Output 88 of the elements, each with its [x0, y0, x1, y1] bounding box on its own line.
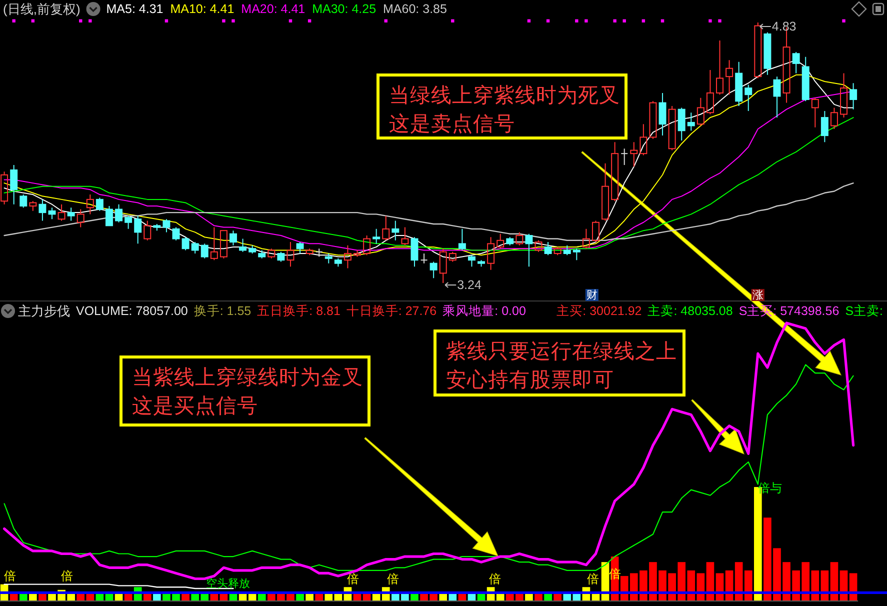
annotation: 倍	[61, 569, 73, 583]
annotation: 倍	[489, 572, 501, 586]
candlestick	[430, 261, 438, 279]
candlestick	[696, 97, 704, 126]
candlestick	[668, 106, 676, 151]
candlestick	[392, 220, 400, 241]
candlestick	[382, 215, 390, 241]
candlestick	[115, 204, 123, 223]
candlestick	[401, 226, 409, 246]
text: 换手: 1.55	[194, 304, 252, 318]
candlestick	[572, 248, 580, 261]
candlestick	[726, 60, 734, 96]
candlestick	[286, 242, 294, 268]
chart-title: 主力步伐	[18, 304, 70, 318]
annotation: 当紫线上穿绿线时为金叉这是买点信号	[132, 366, 363, 418]
annotation: 4.83	[772, 20, 796, 34]
text: MA10: 4.41	[170, 2, 234, 16]
candlestick	[716, 40, 724, 96]
candlestick	[410, 236, 418, 268]
candlestick	[649, 100, 657, 140]
chart-title: (日线,前复权)	[3, 2, 80, 16]
text: 十日换手: 27.76	[346, 304, 437, 318]
candlestick	[630, 142, 638, 168]
candlestick	[811, 97, 819, 128]
candlestick	[48, 207, 56, 220]
candlestick	[105, 205, 113, 226]
annotation: 倍与	[758, 481, 782, 495]
candlestick	[620, 148, 628, 166]
candlestick	[582, 228, 590, 250]
candlestick	[86, 194, 94, 215]
candlestick	[830, 107, 838, 130]
text: 主买: 30021.92	[556, 303, 642, 318]
candlestick	[38, 198, 46, 222]
text: MA60: 3.85	[383, 2, 448, 16]
candlestick	[792, 51, 800, 74]
text: 主卖: 48035.08	[648, 303, 733, 318]
candlestick	[324, 253, 332, 264]
candlestick	[611, 142, 619, 202]
candlestick	[850, 82, 858, 110]
candlestick	[76, 208, 84, 228]
candlestick	[525, 233, 533, 268]
candlestick	[344, 244, 352, 269]
annotation: 当绿线上穿紫线时为死叉这是卖点信号	[389, 84, 620, 136]
annotation: 倍	[387, 572, 399, 586]
candlestick	[678, 107, 686, 141]
candlestick	[506, 236, 514, 246]
annotation: 紫线只要运行在绿线之上安心持有股票即可	[446, 340, 677, 392]
candlestick	[239, 238, 247, 252]
candlestick	[420, 253, 428, 264]
candlestick	[439, 248, 447, 284]
candlestick	[820, 110, 828, 143]
annotation: 3.24	[457, 278, 482, 292]
candlestick	[706, 70, 714, 115]
candlestick	[354, 250, 361, 258]
candlestick	[640, 124, 648, 156]
bar	[744, 570, 752, 601]
candlestick	[230, 230, 237, 246]
candlestick	[468, 254, 476, 268]
text: MA5: 4.31	[106, 2, 164, 16]
annotation: 倍	[587, 572, 599, 586]
candlestick	[458, 228, 466, 251]
candlestick	[516, 232, 524, 246]
candlestick	[315, 248, 323, 258]
text: VOLUME: 78057.00	[76, 304, 188, 318]
annotation: 倍	[4, 569, 16, 583]
candlestick	[10, 164, 18, 205]
text: 乘风地量: 0.00	[442, 304, 526, 318]
candlestick	[67, 207, 75, 222]
candlestick	[372, 228, 380, 244]
candlestick	[840, 72, 848, 118]
annotation: 空头释放	[206, 577, 250, 590]
text: MA20: 4.41	[241, 2, 306, 16]
candlestick	[487, 236, 495, 270]
candlestick	[735, 61, 743, 107]
candlestick	[802, 56, 810, 102]
candlestick	[687, 112, 695, 132]
text: MA30: 4.25	[312, 2, 376, 16]
annotation: 倍	[347, 572, 359, 586]
candlestick	[658, 92, 666, 136]
candlestick	[134, 215, 142, 244]
candlestick	[744, 84, 752, 112]
text: 五日换手: 8.81	[257, 304, 340, 318]
text: S主卖:	[845, 303, 883, 318]
candlestick	[0, 171, 8, 205]
candlestick	[602, 162, 610, 222]
candlestick	[210, 226, 218, 261]
candlestick	[773, 76, 781, 118]
candlestick	[58, 204, 66, 222]
